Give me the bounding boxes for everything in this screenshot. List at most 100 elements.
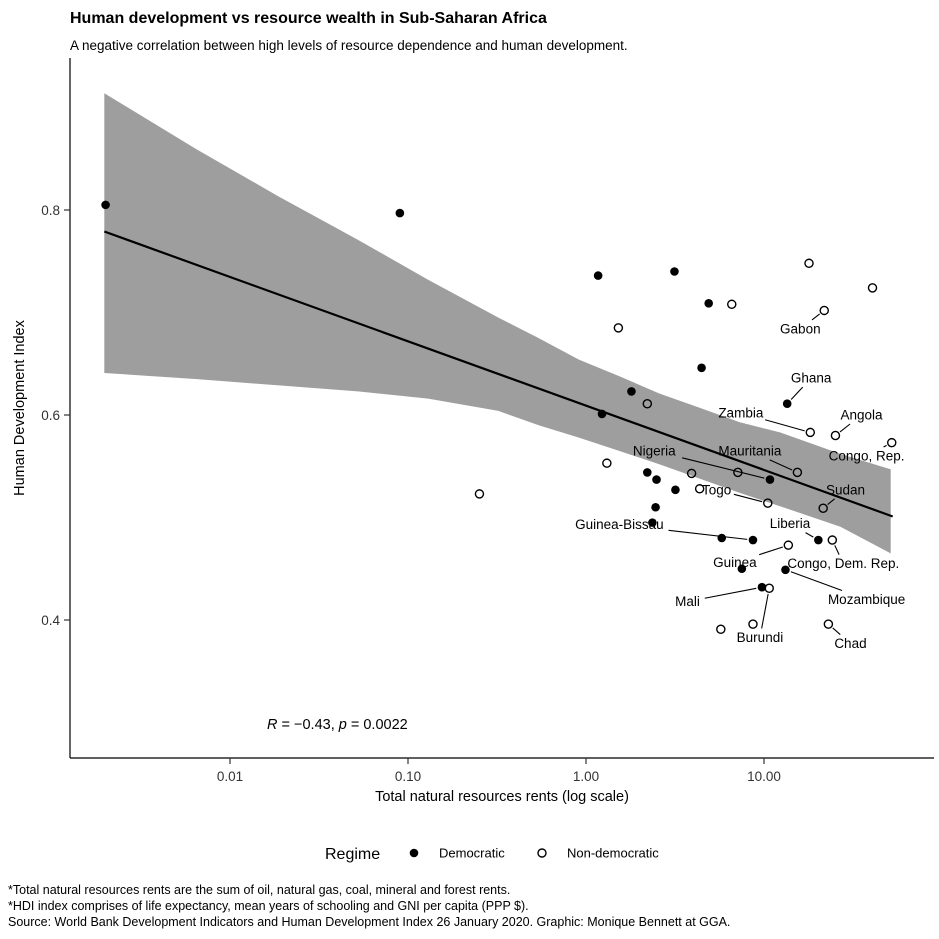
country-label: Burundi bbox=[737, 630, 784, 645]
label-leader-line bbox=[790, 386, 804, 400]
label-leader-line bbox=[769, 459, 793, 471]
country-label: Togo bbox=[702, 482, 731, 497]
data-point-non-democratic bbox=[613, 323, 624, 333]
label-leader-line bbox=[811, 313, 820, 321]
data-point-non-democratic bbox=[686, 468, 697, 479]
country-label: Gabon bbox=[780, 321, 821, 336]
country-label: Mauritania bbox=[718, 443, 782, 458]
data-point-democratic bbox=[671, 485, 680, 495]
label-leader-line bbox=[790, 571, 843, 592]
label-leader-line bbox=[764, 419, 805, 432]
country-label: Zambia bbox=[718, 405, 764, 420]
country-label: Nigeria bbox=[633, 443, 676, 458]
y-axis-ticks: 0.8 0.6 0.4 bbox=[41, 203, 70, 628]
r-value: = −0.43, bbox=[277, 717, 338, 733]
x-tick-label: 0.01 bbox=[217, 769, 243, 784]
data-point-democratic bbox=[627, 387, 636, 396]
data-point-democratic bbox=[652, 475, 661, 484]
label-leader-line bbox=[682, 457, 765, 479]
country-label: Ghana bbox=[791, 371, 832, 386]
data-point-democratic bbox=[395, 208, 405, 218]
data-point-democratic bbox=[697, 363, 706, 373]
legend-title: Regime bbox=[325, 846, 380, 863]
data-point-non-democratic bbox=[792, 467, 803, 478]
x-tick-label: 1.00 bbox=[573, 769, 599, 784]
country-label: Chad bbox=[834, 636, 866, 651]
chart-title: Human development vs resource wealth in … bbox=[70, 10, 547, 27]
p-value: = 0.0022 bbox=[347, 717, 408, 733]
data-point-democratic bbox=[782, 399, 792, 409]
data-point-non-democratic bbox=[819, 305, 829, 316]
data-point-non-democratic bbox=[827, 535, 838, 545]
label-leader-line bbox=[761, 593, 769, 629]
y-tick-label: 0.8 bbox=[41, 203, 60, 218]
confidence-band-area bbox=[104, 93, 891, 554]
data-point-non-democratic bbox=[642, 398, 653, 409]
legend-item-non-democratic: Non-democratic bbox=[567, 846, 659, 861]
label-leader-line bbox=[704, 587, 757, 599]
country-label: Mali bbox=[675, 594, 700, 609]
data-point-democratic bbox=[670, 267, 679, 276]
data-point-non-democratic bbox=[818, 503, 828, 514]
label-leader-line bbox=[758, 546, 783, 556]
data-point-non-democratic bbox=[805, 427, 816, 438]
footnote-hdi: *HDI index comprises of life expectancy,… bbox=[8, 899, 529, 913]
label-leader-line bbox=[827, 498, 835, 506]
data-point-democratic bbox=[597, 409, 607, 419]
country-label: Angola bbox=[840, 408, 883, 423]
data-point-democratic bbox=[101, 200, 110, 210]
label-leader-line bbox=[834, 545, 840, 555]
confidence-band bbox=[104, 93, 891, 554]
data-point-non-democratic bbox=[867, 283, 878, 293]
data-point-democratic bbox=[781, 565, 790, 575]
country-label: Sudan bbox=[826, 482, 865, 497]
legend-open-marker-icon bbox=[537, 848, 547, 858]
y-tick-label: 0.6 bbox=[41, 408, 60, 423]
data-point-democratic bbox=[737, 564, 747, 574]
x-axis-ticks: 0.01 0.10 1.00 10.00 bbox=[217, 758, 781, 784]
correlation-annotation: R = −0.43, p = 0.0022 bbox=[267, 717, 408, 733]
data-point-democratic bbox=[748, 535, 758, 545]
data-point-non-democratic bbox=[783, 540, 794, 550]
label-leader-line bbox=[839, 423, 851, 433]
data-point-democratic bbox=[643, 468, 652, 477]
regression-line-segment bbox=[103, 230, 894, 518]
r-symbol: R bbox=[267, 717, 278, 733]
y-axis-title: Human Development Index bbox=[12, 319, 28, 495]
y-tick-label: 0.4 bbox=[41, 613, 60, 628]
data-point-democratic bbox=[593, 271, 603, 280]
country-label: Liberia bbox=[770, 516, 811, 531]
footnote-rents: *Total natural resources rents are the s… bbox=[8, 883, 510, 897]
data-point-non-democratic bbox=[733, 467, 743, 478]
x-tick-label: 0.10 bbox=[395, 769, 421, 784]
data-point-non-democratic bbox=[823, 619, 834, 629]
country-labels: Ghana Nigeria Guinea-Bissau Liberia Mozambiq… bbox=[575, 321, 905, 651]
data-point-democratic bbox=[765, 475, 775, 484]
data-point-non-democratic bbox=[748, 619, 758, 629]
data-point-non-democratic bbox=[763, 498, 773, 508]
legend-filled-marker-icon bbox=[409, 848, 419, 858]
data-point-non-democratic bbox=[602, 458, 612, 468]
label-leader-line bbox=[733, 493, 763, 503]
label-leader-line bbox=[805, 532, 814, 538]
label-leader-lines bbox=[668, 313, 887, 635]
data-point-non-democratic bbox=[474, 489, 485, 499]
footnote-source: Source: World Bank Development Indicator… bbox=[8, 915, 730, 929]
data-points bbox=[101, 200, 897, 634]
data-point-non-democratic bbox=[830, 430, 841, 441]
regression-line bbox=[103, 230, 894, 518]
footnotes: *Total natural resources rents are the s… bbox=[8, 883, 730, 929]
data-point-non-democratic bbox=[716, 624, 726, 634]
country-label: Congo, Dem. Rep. bbox=[787, 556, 899, 571]
legend: Regime Democratic Non-democratic bbox=[325, 846, 659, 864]
label-leader-line bbox=[668, 529, 748, 540]
data-point-non-democratic bbox=[804, 258, 814, 269]
data-point-democratic bbox=[704, 298, 713, 308]
data-point-non-democratic bbox=[694, 484, 705, 494]
y-axis: 0.8 0.6 0.4 bbox=[41, 58, 71, 758]
x-axis: 0.01 0.10 1.00 10.00 bbox=[70, 757, 934, 784]
legend-item-democratic: Democratic bbox=[439, 846, 505, 861]
country-label: Guinea bbox=[713, 555, 757, 570]
